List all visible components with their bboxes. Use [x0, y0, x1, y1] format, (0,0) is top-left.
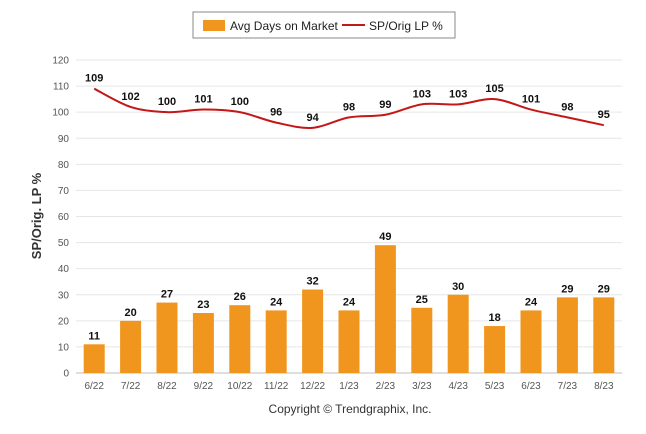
- x-tick-label: 3/23: [412, 381, 432, 392]
- bar-5-23: [484, 326, 506, 373]
- bar-7-23: [556, 297, 578, 373]
- y-tick-label: 90: [58, 134, 70, 145]
- line-value-label: 95: [598, 109, 610, 121]
- bar-7-22: [120, 320, 142, 373]
- x-tick-label: 8/22: [157, 381, 177, 392]
- line-value-label: 98: [561, 101, 573, 113]
- bar-4-23: [447, 294, 469, 373]
- bar-value-label: 23: [197, 299, 209, 311]
- y-tick-label: 50: [58, 238, 70, 249]
- bar-8-23: [593, 297, 615, 373]
- line-value-label: 103: [413, 88, 431, 100]
- line-value-label: 98: [343, 101, 355, 113]
- y-axis-title: SP/Orig. LP %: [29, 172, 44, 259]
- x-tick-label: 11/22: [264, 381, 289, 392]
- bar-11-22: [265, 310, 287, 373]
- y-tick-label: 120: [52, 56, 69, 67]
- bar-6-23: [520, 310, 542, 373]
- line-value-label: 100: [158, 96, 176, 108]
- x-tick-label: 7/22: [121, 381, 141, 392]
- x-tick-label: 6/22: [84, 381, 104, 392]
- y-tick-label: 70: [58, 186, 70, 197]
- line-value-label: 100: [231, 96, 249, 108]
- y-tick-label: 40: [58, 264, 70, 275]
- bar-10-22: [229, 305, 251, 373]
- bar-value-label: 26: [234, 291, 246, 303]
- line-value-label: 103: [449, 88, 467, 100]
- line-value-label: 101: [522, 94, 540, 106]
- x-tick-label: 6/23: [521, 381, 541, 392]
- line-series: 109 102 100 101 100 96 94 98 99 103 103 105 101 98 95: [85, 73, 610, 129]
- bar-value-label: 11: [88, 330, 100, 342]
- x-tick-label: 2/23: [376, 381, 396, 392]
- bar-3-23: [411, 307, 433, 373]
- bar-value-label: 24: [270, 296, 283, 308]
- legend-label-sp-orig-lp: SP/Orig LP %: [369, 19, 443, 33]
- line-value-label: 105: [485, 83, 503, 95]
- line-value-label: 94: [306, 112, 319, 124]
- bar-value-label: 27: [161, 289, 173, 301]
- bar-value-label: 25: [416, 294, 428, 306]
- line-value-label: 99: [379, 99, 391, 111]
- bar-value-label: 49: [379, 231, 391, 243]
- legend-box: [192, 11, 456, 39]
- bar-value-label: 30: [452, 281, 464, 293]
- line-value-label: 101: [194, 94, 212, 106]
- x-tick-label: 5/23: [485, 381, 505, 392]
- bar-9-22: [192, 313, 214, 373]
- bar-6-22: [83, 344, 105, 373]
- bar-value-label: 29: [598, 283, 610, 295]
- bar-8-22: [156, 302, 178, 373]
- bars: 11 20 27 23 26 24 32 24 49 25 30 18 24 29 29: [83, 231, 615, 373]
- copyright-text: Copyright © Trendgraphix, Inc.: [269, 402, 432, 416]
- bar-2-23: [374, 245, 396, 373]
- y-tick-label: 20: [58, 316, 70, 327]
- bar-value-label: 32: [306, 276, 318, 288]
- y-tick-label: 100: [52, 108, 69, 119]
- y-tick-label: 30: [58, 290, 70, 301]
- line-value-label: 102: [121, 91, 139, 103]
- legend-label-avg-days-on-market: Avg Days on Market: [230, 19, 338, 33]
- bar-value-label: 18: [488, 312, 500, 324]
- bar-value-label: 20: [124, 307, 136, 319]
- y-tick-label: 10: [58, 342, 70, 353]
- y-tick-label: 80: [58, 160, 70, 171]
- bar-value-label: 24: [343, 296, 356, 308]
- x-axis-ticks: 6/22 7/22 8/22 9/22 10/22 11/22 12/22 1/23 2/23 3…: [84, 381, 614, 392]
- x-tick-label: 8/23: [594, 381, 614, 392]
- x-tick-label: 12/22: [300, 381, 325, 392]
- line-value-label: 109: [85, 73, 103, 85]
- bar-value-label: 29: [561, 283, 573, 295]
- legend-swatch-avg-days-on-market: [203, 20, 225, 31]
- y-tick-label: 60: [58, 212, 70, 223]
- y-tick-label: 110: [53, 82, 69, 93]
- x-tick-label: 7/23: [558, 381, 578, 392]
- x-tick-label: 1/23: [339, 381, 359, 392]
- x-tick-label: 4/23: [448, 381, 468, 392]
- y-axis-ticks: 0 10 20 30 40 50 60 70 80 90 100 110 120: [52, 56, 69, 380]
- line-sp-orig-lp: [93, 87, 605, 129]
- x-tick-label: 9/22: [194, 381, 214, 392]
- line-value-label: 96: [270, 107, 282, 119]
- y-tick-label: 0: [63, 369, 69, 380]
- bar-12-22: [302, 289, 324, 373]
- bar-value-label: 24: [525, 296, 538, 308]
- legend: Avg Days on Market SP/Orig LP %: [192, 11, 456, 39]
- bar-1-23: [338, 310, 360, 373]
- x-tick-label: 10/22: [227, 381, 252, 392]
